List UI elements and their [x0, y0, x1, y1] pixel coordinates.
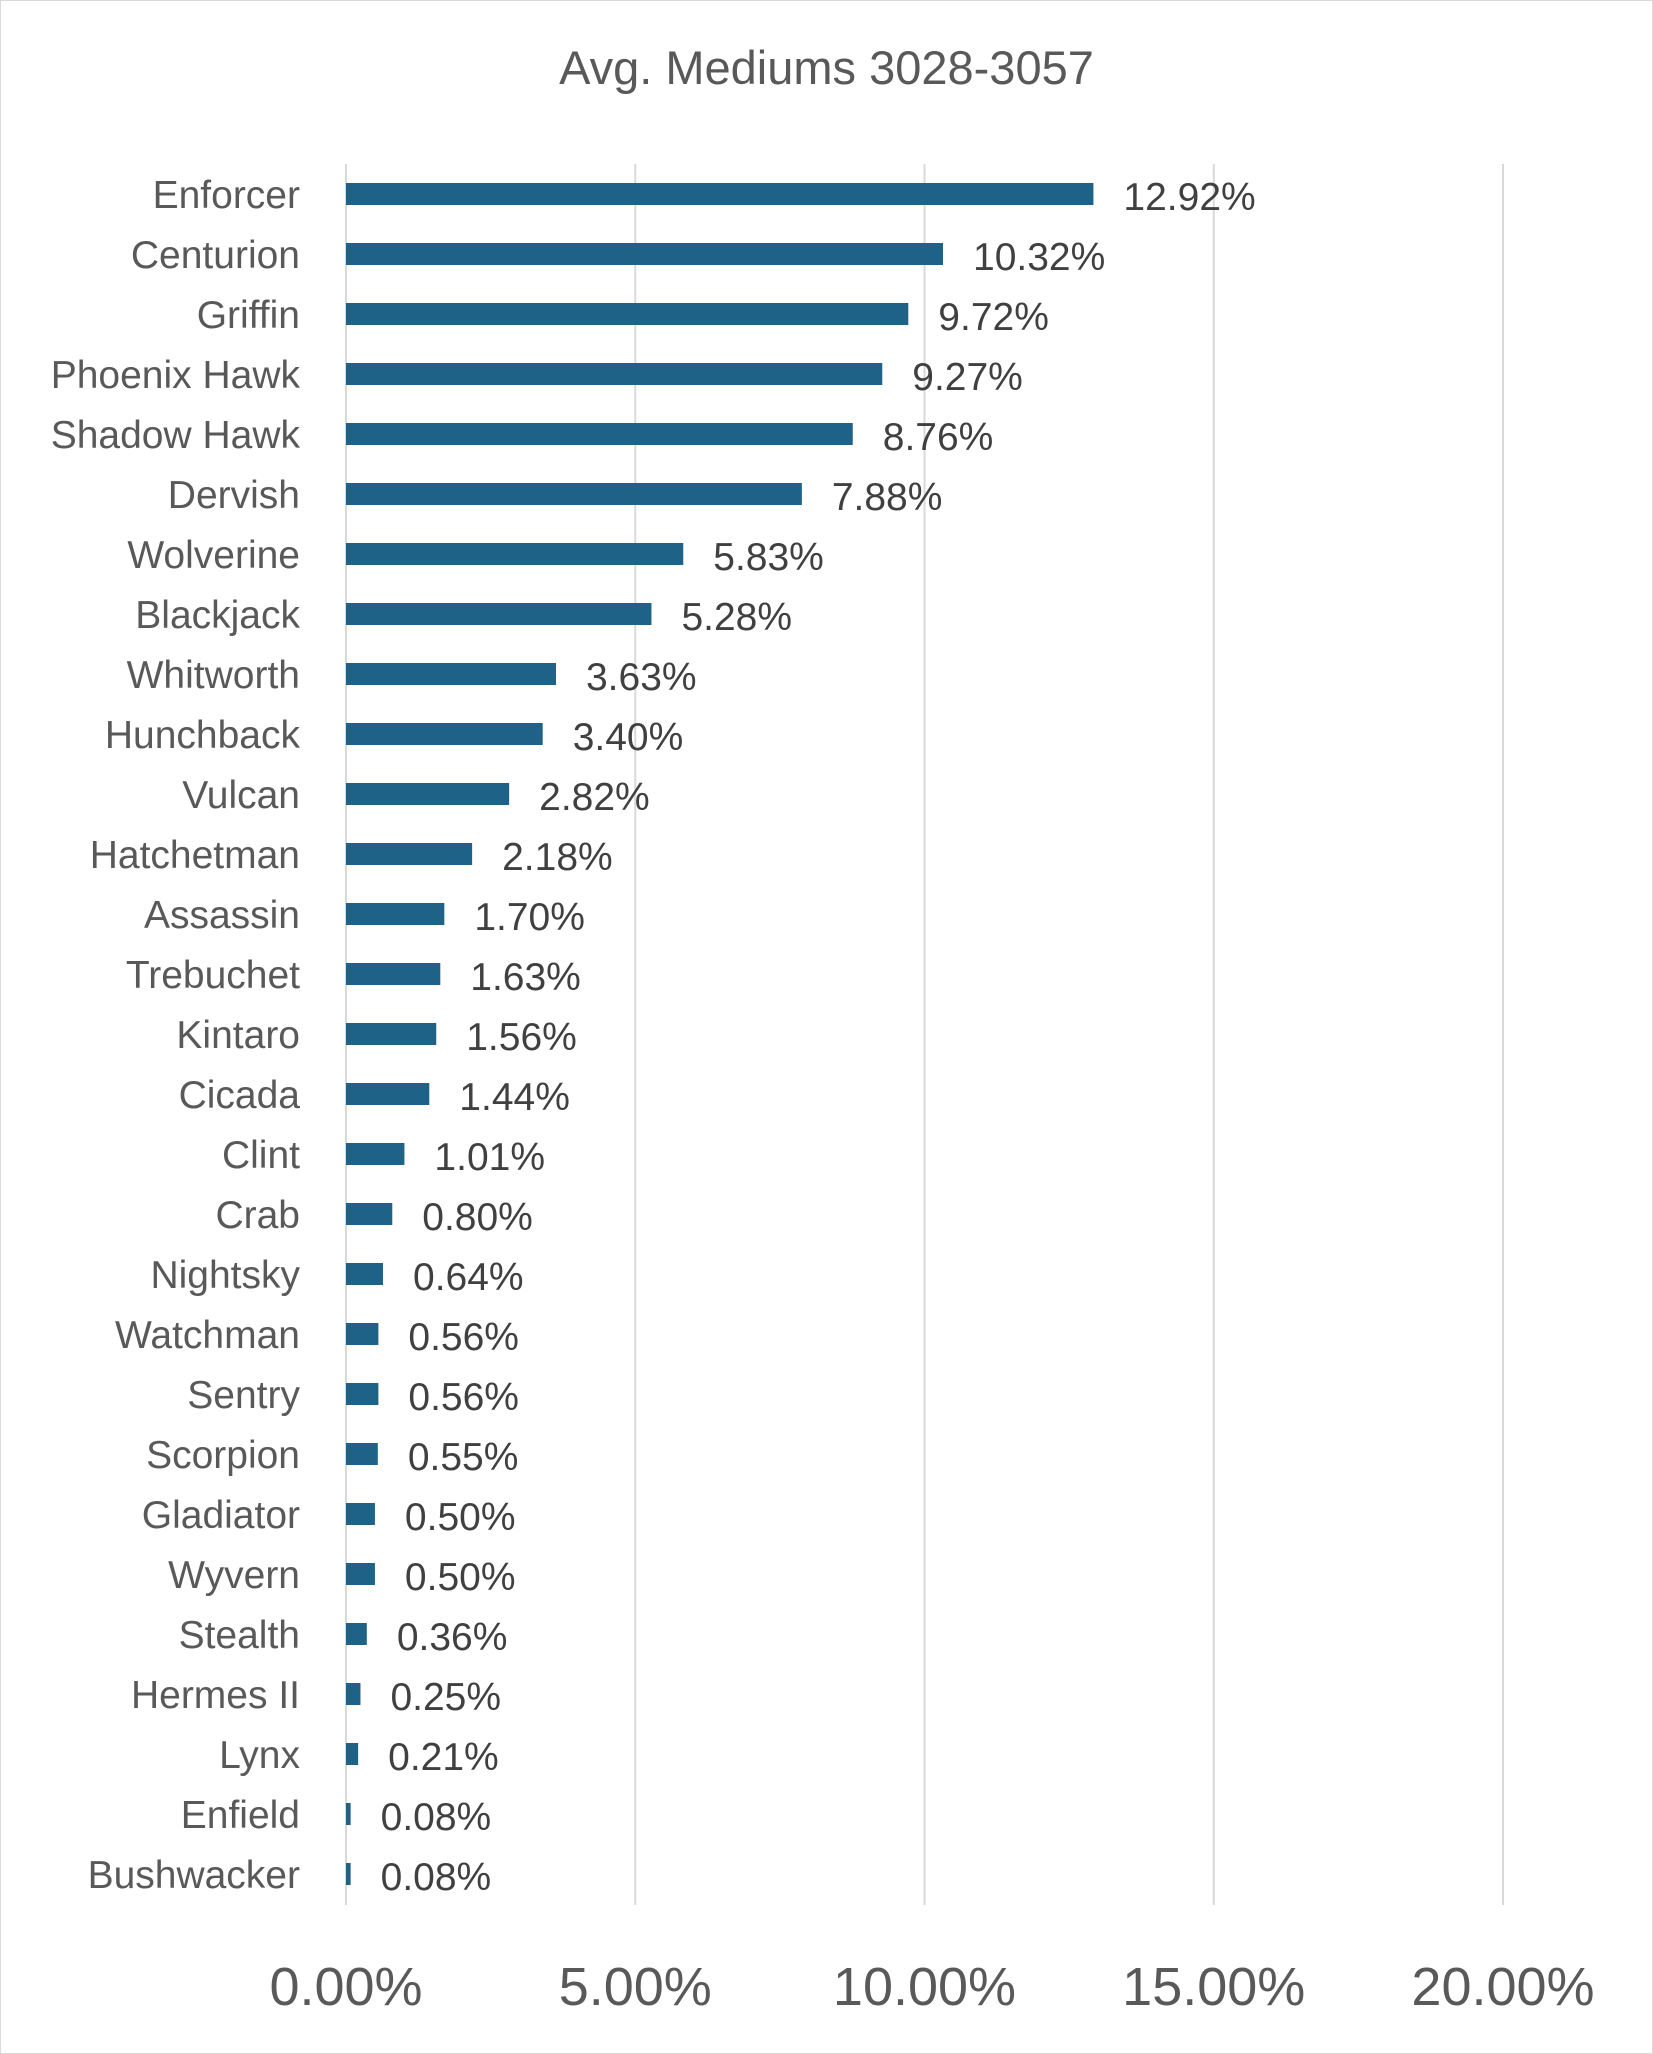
category-label: Assassin: [144, 894, 300, 937]
data-label: 5.83%: [713, 536, 824, 579]
category-label: Watchman: [115, 1314, 300, 1357]
bar: [346, 1503, 375, 1525]
category-label: Sentry: [187, 1374, 300, 1417]
data-label: 0.64%: [413, 1256, 524, 1299]
category-label: Wolverine: [127, 534, 300, 577]
category-label: Trebuchet: [126, 954, 300, 997]
data-label: 8.76%: [883, 416, 994, 459]
bar: [346, 1563, 375, 1585]
data-label: 0.80%: [422, 1196, 533, 1239]
category-label: Nightsky: [150, 1254, 300, 1297]
x-tick-label: 10.00%: [833, 1957, 1016, 2017]
bar: [346, 543, 684, 565]
bar: [346, 1443, 378, 1465]
data-label: 7.88%: [832, 476, 943, 519]
x-tick-label: 0.00%: [269, 1957, 422, 2017]
bar: [346, 1863, 351, 1885]
data-label: 0.50%: [405, 1556, 516, 1599]
bar: [346, 1683, 361, 1705]
data-label: 0.08%: [381, 1856, 492, 1899]
bar: [346, 843, 473, 865]
x-tick-label: 20.00%: [1411, 1957, 1594, 2017]
bar: [346, 183, 1094, 205]
category-label: Hatchetman: [90, 834, 300, 877]
data-label: 0.55%: [408, 1436, 519, 1479]
bar: [346, 303, 909, 325]
data-label: 5.28%: [681, 596, 792, 639]
bar: [346, 903, 445, 925]
data-label: 1.70%: [474, 896, 585, 939]
bar: [346, 1203, 393, 1225]
bars: [346, 183, 1094, 1885]
data-label: 0.56%: [408, 1316, 519, 1359]
labels: 0.00% 5.00% 10.00% 15.00% 20.00% Enforcer 12.9…: [51, 174, 1595, 2017]
data-label: 12.92%: [1123, 176, 1255, 219]
gridlines: [345, 164, 1504, 1905]
x-tick-label: 5.00%: [559, 1957, 712, 2017]
data-label: 0.56%: [408, 1376, 519, 1419]
category-label: Griffin: [197, 294, 300, 337]
data-label: 1.63%: [470, 956, 581, 999]
bar: [346, 723, 543, 745]
bar: [346, 363, 883, 385]
bar: [346, 1623, 367, 1645]
bar: [346, 1023, 437, 1045]
bar: [346, 423, 853, 445]
category-label: Enforcer: [153, 174, 300, 217]
category-label: Cicada: [179, 1074, 301, 1117]
category-label: Shadow Hawk: [51, 414, 301, 457]
data-label: 0.50%: [405, 1496, 516, 1539]
category-label: Dervish: [168, 474, 300, 517]
data-label: 2.82%: [539, 776, 650, 819]
bar: [346, 243, 944, 265]
data-label: 10.32%: [973, 236, 1105, 279]
bar: [346, 1263, 384, 1285]
bar: [346, 663, 556, 685]
category-label: Centurion: [131, 234, 300, 277]
category-label: Blackjack: [135, 594, 300, 637]
category-label: Gladiator: [142, 1494, 300, 1537]
bar: [346, 1143, 405, 1165]
bar: [346, 963, 441, 985]
bar: [346, 1083, 430, 1105]
category-label: Kintaro: [176, 1014, 300, 1057]
bar: [346, 1743, 359, 1765]
data-label: 0.25%: [390, 1676, 501, 1719]
bar: [346, 783, 510, 805]
data-label: 1.56%: [466, 1016, 577, 1059]
data-label: 1.01%: [434, 1136, 545, 1179]
data-label: 2.18%: [502, 836, 613, 879]
category-label: Whitworth: [127, 654, 300, 697]
category-label: Hunchback: [105, 714, 301, 757]
category-label: Scorpion: [146, 1434, 300, 1477]
data-label: 9.72%: [938, 296, 1049, 339]
data-label: 3.40%: [573, 716, 684, 759]
bar: [346, 483, 802, 505]
category-label: Clint: [222, 1134, 300, 1177]
bar: [346, 1803, 351, 1825]
category-label: Enfield: [181, 1794, 300, 1837]
category-label: Hermes II: [131, 1674, 300, 1717]
category-label: Vulcan: [182, 774, 300, 817]
x-tick-label: 15.00%: [1122, 1957, 1305, 2017]
data-label: 9.27%: [912, 356, 1023, 399]
category-label: Bushwacker: [88, 1854, 300, 1897]
data-label: 0.08%: [381, 1796, 492, 1839]
chart-title: Avg. Mediums 3028-3057: [559, 41, 1094, 94]
data-label: 3.63%: [586, 656, 697, 699]
category-label: Wyvern: [168, 1554, 300, 1597]
category-label: Crab: [215, 1194, 300, 1237]
bar: [346, 1383, 379, 1405]
bar: [346, 603, 652, 625]
category-label: Stealth: [179, 1614, 300, 1657]
category-label: Phoenix Hawk: [51, 354, 301, 397]
data-label: 0.21%: [388, 1736, 499, 1779]
data-label: 1.44%: [459, 1076, 570, 1119]
bar: [346, 1323, 379, 1345]
category-label: Lynx: [219, 1734, 300, 1777]
data-label: 0.36%: [397, 1616, 508, 1659]
